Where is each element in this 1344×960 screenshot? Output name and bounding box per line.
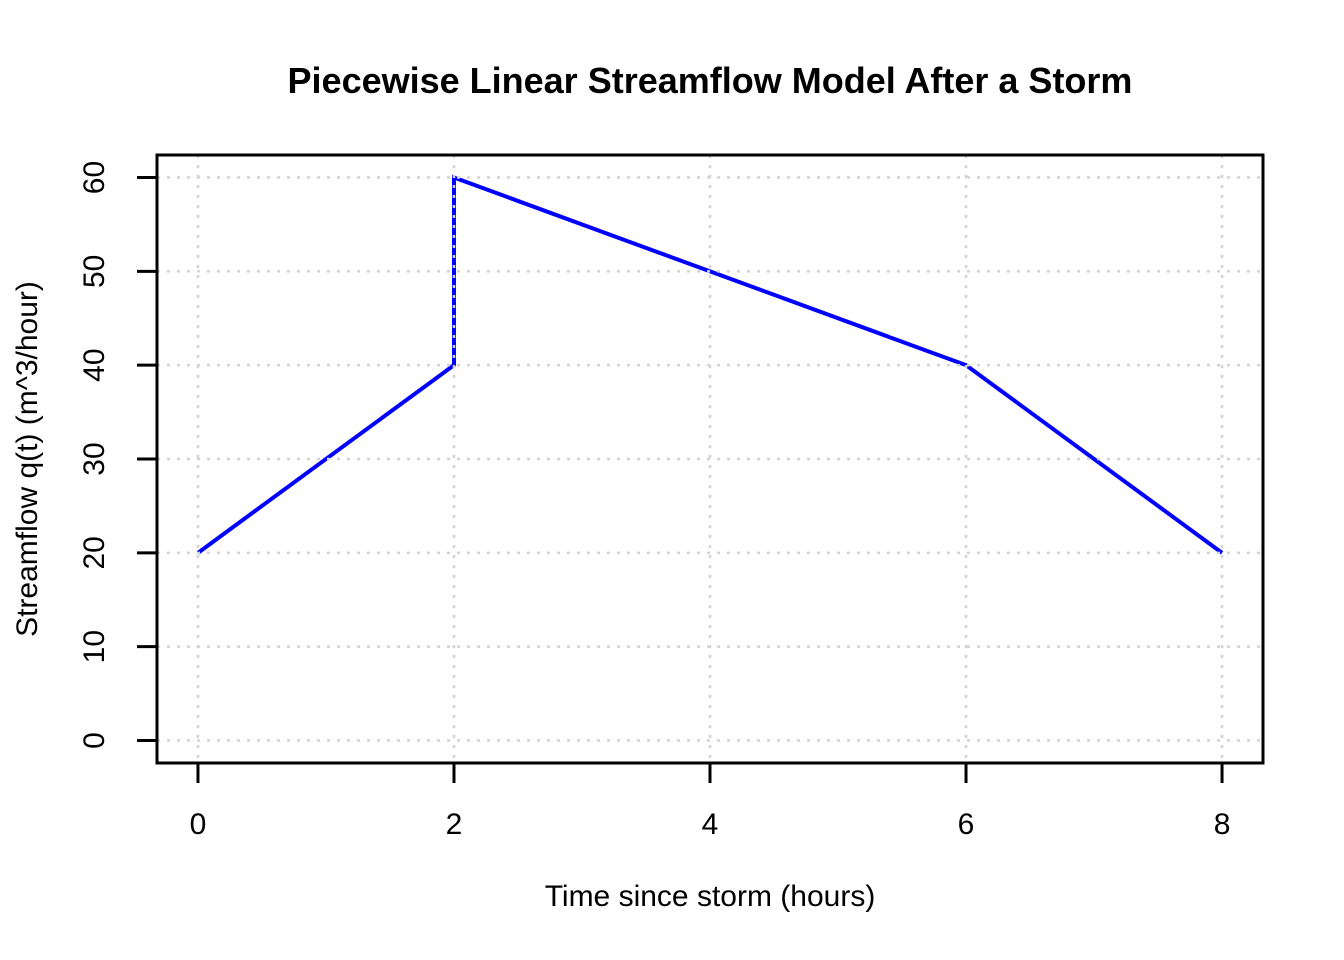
y-tick-label: 30 bbox=[78, 442, 111, 475]
x-tick-label: 6 bbox=[958, 808, 975, 841]
y-tick-label: 40 bbox=[78, 348, 111, 381]
y-tick-label: 10 bbox=[78, 630, 111, 663]
x-axis-label: Time since storm (hours) bbox=[544, 880, 876, 913]
y-tick-label: 20 bbox=[78, 536, 111, 569]
y-tick-label: 50 bbox=[78, 255, 111, 288]
x-tick-label: 0 bbox=[190, 808, 207, 841]
chart-title: Piecewise Linear Streamflow Model After … bbox=[287, 60, 1133, 101]
x-tick-label: 8 bbox=[1214, 808, 1231, 841]
plot-border bbox=[155, 153, 1265, 765]
x-tick-label: 2 bbox=[446, 808, 463, 841]
x-tick-label: 4 bbox=[702, 808, 719, 841]
y-tick-label: 60 bbox=[78, 161, 111, 194]
y-tick-label: 0 bbox=[78, 732, 111, 749]
